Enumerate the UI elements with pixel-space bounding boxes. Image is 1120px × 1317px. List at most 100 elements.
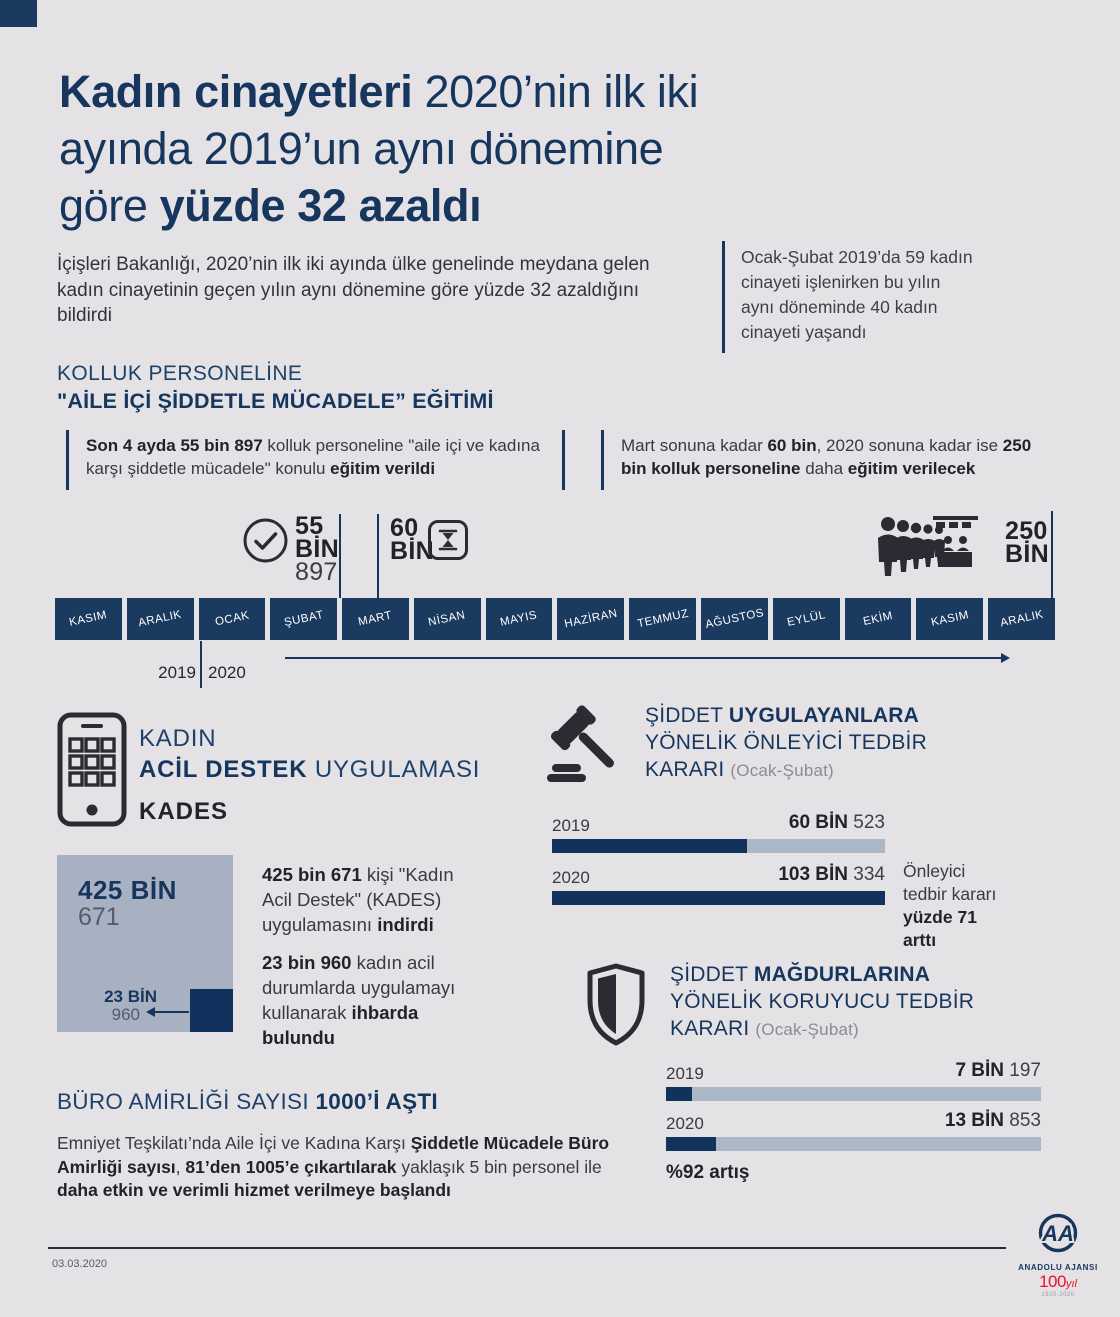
aa-logo: AA ANADOLU AJANSI 100yıl 1920-2020	[1010, 1213, 1106, 1298]
kades-title-bold: ACİL DESTEK	[139, 756, 308, 783]
kades-reports-rest: 960	[111, 1005, 140, 1024]
connector-line	[339, 514, 341, 598]
month-label: ŞUBAT	[282, 608, 325, 630]
protection-h3-note: (Ocak-Şubat)	[755, 1020, 859, 1039]
protection-h1-pre: ŞİDDET	[670, 963, 754, 986]
kades-p2-regular: kadın acil durumlarda uygulamayı kullana…	[262, 952, 456, 1023]
value-bold: 13 BİN	[944, 1110, 1005, 1131]
protection-h2: YÖNELİK KORUYUCU TEDBİR	[670, 990, 975, 1013]
value-rest: 853	[1004, 1110, 1041, 1131]
prevention-2019-bar	[552, 839, 885, 853]
prevention-2020-value: 103 BİN 334	[635, 864, 885, 886]
buro-r3: yaklaşık 5 bin personel ile	[396, 1156, 602, 1177]
training-callout-right: Mart sonuna kadar 60 bin, 2020 sonuna ka…	[601, 430, 1061, 490]
milestone-55bin-value: 55	[295, 512, 324, 540]
callout-right-bold-3: eğitim verilecek	[847, 459, 976, 478]
timeline-months: KASIM ARALIK OCAK ŞUBAT MART NİSAN MAYIS…	[55, 598, 1055, 640]
prevention-h3: KARARI	[645, 758, 731, 781]
kades-p1-bold-2: indirdi	[377, 914, 434, 935]
value-bold: 7 BİN	[955, 1060, 1005, 1081]
month-label: EYLÜL	[785, 609, 827, 629]
buro-b2: 81’den 1005’e çıkartılarak	[185, 1156, 397, 1177]
check-circle-icon	[243, 518, 288, 563]
training-heading-line1: KOLLUK PERSONELİNE	[57, 362, 303, 385]
prevention-h3-note: (Ocak-Şubat)	[730, 761, 834, 780]
timeline-month: HAZİRAN	[557, 598, 625, 640]
timeline-month: AĞUSTOS	[701, 598, 768, 640]
prevention-2019-value: 60 BİN 523	[635, 812, 885, 834]
buro-heading-bold: 1000’İ AŞTI	[315, 1089, 438, 1114]
timeline-month: KASIM	[55, 598, 122, 640]
prevention-h1-pre: ŞİDDET	[645, 704, 729, 727]
kades-p1-regular: kişi "Kadın Acil Destek" (KADES) uygulam…	[262, 864, 454, 935]
milestone-250bin-value: 250	[1005, 517, 1048, 545]
year-left-label: 2019	[158, 663, 196, 682]
timeline-month: ŞUBAT	[270, 598, 338, 640]
protection-annotation: %92 artış	[666, 1162, 750, 1183]
callout-right-bold-1: 60 bin	[767, 436, 817, 455]
month-label: ARALIK	[137, 608, 183, 630]
prevention-2020-bar-fill	[552, 891, 885, 905]
milestone-250bin-unit: BİN	[1005, 540, 1049, 568]
timeline-month: ARALIK	[126, 598, 194, 640]
buro-r2: ,	[175, 1156, 186, 1177]
page-title: Kadın cinayetleri 2020’nin ilk iki ayınd…	[59, 63, 979, 234]
protection-2020-bar-fill	[666, 1137, 717, 1151]
callout-right-regular-3: daha	[800, 459, 848, 478]
classroom-icon	[878, 516, 978, 576]
callout-left-bold-1: Son 4 ayda 55 bin 897	[86, 436, 263, 455]
kades-paragraph-2: 23 bin 960 kadın acil durumlarda uygulam…	[262, 950, 474, 1050]
year-divider-line	[200, 641, 202, 688]
timeline-month: TEMMUZ	[629, 598, 697, 640]
month-label: MAYIS	[499, 609, 539, 629]
intro-paragraph: İçişleri Bakanlığı, 2020’nin ilk iki ayı…	[57, 254, 650, 326]
footer-divider	[48, 1247, 1006, 1249]
callout-left-regular-1: kolluk personeline "aile içi ve kadına k…	[86, 436, 540, 478]
reports-arrow	[146, 1007, 189, 1017]
corner-mark	[0, 0, 37, 27]
value-bold: 60 BİN	[788, 812, 849, 833]
buro-paragraph: Emniyet Teşkilatı’nda Aile İçi ve Kadına…	[57, 1132, 625, 1203]
title-line-2: ayında 2019’un aynı dönemine	[59, 123, 664, 174]
timeline-month: NİSAN	[413, 598, 481, 640]
side-note: Ocak-Şubat 2019’da 59 kadın cinayeti işl…	[722, 241, 976, 353]
month-label: HAZİRAN	[563, 607, 619, 631]
month-label: AĞUSTOS	[704, 606, 765, 632]
title-bold-3: yüzde 32 azaldı	[159, 180, 482, 231]
prevention-annotation: Önleyici tedbir kararı yüzde 71 arttı	[903, 860, 1009, 952]
milestone-250bin: 250 BİN	[1005, 517, 1049, 568]
milestone-60bin-unit: BİN	[390, 537, 434, 565]
month-label: NİSAN	[427, 609, 467, 629]
prevention-2020-bar	[552, 891, 885, 905]
kades-reports-bold: 23 BİN	[104, 987, 157, 1006]
prevention-2019-bar-fill	[552, 839, 748, 853]
timeline-month: KASIM	[916, 598, 984, 640]
value-rest: 197	[1004, 1060, 1041, 1081]
buro-heading: BÜRO AMİRLİĞİ SAYISI 1000’İ AŞTI	[57, 1089, 438, 1115]
kades-reports-square	[190, 989, 233, 1032]
aa-agency-name: ANADOLU AJANSI	[1018, 1263, 1098, 1272]
protection-2019-value: 7 BİN 197	[791, 1060, 1041, 1082]
kades-p2-bold-2: ihbarda bulundu	[262, 1002, 419, 1048]
kades-title-rest: UYGULAMASI	[307, 756, 481, 783]
timeline-month: EKİM	[844, 598, 912, 640]
protection-2019-bar-fill	[666, 1087, 693, 1101]
kades-downloads-rest: 671	[78, 903, 120, 931]
kades-p2-bold-1: 23 bin 960	[262, 952, 352, 973]
gavel-icon	[547, 705, 614, 782]
value-rest: 523	[848, 812, 885, 833]
timeline-month: MAYIS	[485, 598, 553, 640]
protection-2020-value: 13 BİN 853	[791, 1110, 1041, 1132]
month-label: ARALIK	[998, 608, 1045, 630]
protection-h1-bold: MAĞDURLARINA	[753, 963, 931, 986]
training-callout-left: Son 4 ayda 55 bin 897 kolluk personeline…	[66, 430, 565, 490]
year-right-label: 2020	[208, 663, 246, 682]
centenary-years: 1920-2020	[1041, 1292, 1075, 1298]
aa-logo-icon: AA	[1038, 1213, 1078, 1253]
kades-p1-bold-1: 425 bin 671	[262, 864, 362, 885]
protection-h3: KARARI	[670, 1017, 756, 1040]
prevention-note-bold: yüzde 71 arttı	[903, 907, 977, 950]
prevention-h2: YÖNELİK ÖNLEYİCİ TEDBİR	[645, 731, 927, 754]
buro-b1: Şiddetle Mücadele Büro Amirliği sayısı	[57, 1133, 610, 1177]
centenary-logo: 100yıl 1920-2020	[1010, 1272, 1106, 1298]
